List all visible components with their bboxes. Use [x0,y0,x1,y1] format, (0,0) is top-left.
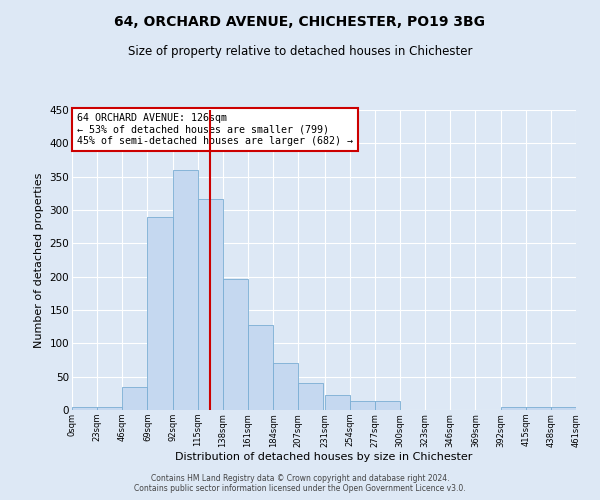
Text: Size of property relative to detached houses in Chichester: Size of property relative to detached ho… [128,45,472,58]
Bar [375,402,400,410]
Bar [551,406,576,410]
Bar [122,386,148,410]
Bar [148,216,173,410]
Bar [298,384,323,410]
Text: Contains HM Land Registry data © Crown copyright and database right 2024.: Contains HM Land Registry data © Crown c… [151,474,449,483]
Bar [173,170,198,410]
Text: Contains public sector information licensed under the Open Government Licence v3: Contains public sector information licen… [134,484,466,493]
X-axis label: Distribution of detached houses by size in Chichester: Distribution of detached houses by size … [175,452,473,462]
Y-axis label: Number of detached properties: Number of detached properties [34,172,44,348]
Text: 64 ORCHARD AVENUE: 126sqm
← 53% of detached houses are smaller (799)
45% of semi: 64 ORCHARD AVENUE: 126sqm ← 53% of detac… [77,113,353,146]
Bar [500,406,526,410]
Text: 64, ORCHARD AVENUE, CHICHESTER, PO19 3BG: 64, ORCHARD AVENUE, CHICHESTER, PO19 3BG [115,15,485,29]
Bar [198,198,223,410]
Bar [97,406,122,410]
Bar [325,396,350,410]
Bar [273,362,298,410]
Bar [223,278,248,410]
Bar [526,406,551,410]
Bar [350,400,375,410]
Bar [248,324,273,410]
Bar [72,406,97,410]
